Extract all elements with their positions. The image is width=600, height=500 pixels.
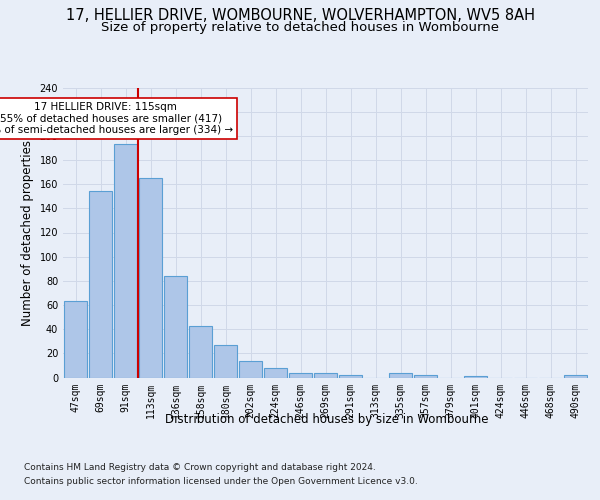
Text: Size of property relative to detached houses in Wombourne: Size of property relative to detached ho… [101, 22, 499, 35]
Bar [263, 368, 287, 378]
Bar [389, 372, 412, 378]
Bar [413, 375, 437, 378]
Bar [164, 276, 187, 378]
Bar [64, 302, 88, 378]
Bar [214, 345, 238, 378]
Text: Contains HM Land Registry data © Crown copyright and database right 2024.: Contains HM Land Registry data © Crown c… [24, 462, 376, 471]
Text: Contains public sector information licensed under the Open Government Licence v3: Contains public sector information licen… [24, 478, 418, 486]
Bar [464, 376, 487, 378]
Bar [563, 375, 587, 378]
Text: Distribution of detached houses by size in Wombourne: Distribution of detached houses by size … [165, 412, 489, 426]
Bar [89, 192, 112, 378]
Bar [289, 372, 313, 378]
Bar [139, 178, 163, 378]
Text: 17, HELLIER DRIVE, WOMBOURNE, WOLVERHAMPTON, WV5 8AH: 17, HELLIER DRIVE, WOMBOURNE, WOLVERHAMP… [65, 8, 535, 22]
Bar [314, 372, 337, 378]
Bar [338, 375, 362, 378]
Bar [113, 144, 137, 378]
Text: 17 HELLIER DRIVE: 115sqm
← 55% of detached houses are smaller (417)
44% of semi-: 17 HELLIER DRIVE: 115sqm ← 55% of detach… [0, 102, 233, 135]
Bar [188, 326, 212, 378]
Y-axis label: Number of detached properties: Number of detached properties [21, 140, 34, 326]
Bar [239, 360, 262, 378]
